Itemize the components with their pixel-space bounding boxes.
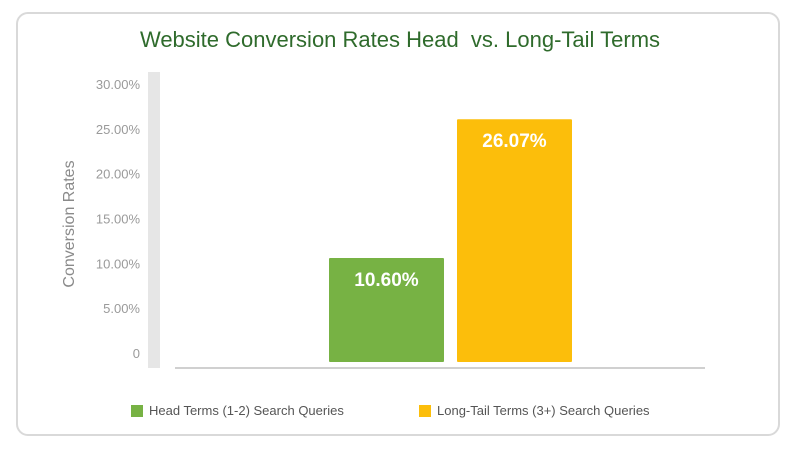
chart-card (16, 12, 780, 436)
legend-swatch-longtail (419, 404, 431, 417)
y-tick-label: 20.00% (96, 167, 141, 182)
legend-item-longtail: Long-Tail Terms (3+) Search Queries (419, 403, 650, 418)
legend: Head Terms (1-2) Search Queries Long-Tai… (0, 403, 800, 423)
y-tick-label: 15.00% (96, 212, 141, 227)
legend-swatch-head (131, 404, 143, 417)
x-axis-baseline (175, 367, 705, 369)
y-axis-band (148, 72, 160, 368)
y-tick-label: 25.00% (96, 122, 141, 137)
y-tick-label: 5.00% (103, 301, 140, 316)
y-tick-label: 30.00% (96, 77, 141, 92)
y-tick-label: 0 (133, 346, 140, 361)
bar-longtail (457, 119, 572, 362)
data-label-head: 10.60% (354, 270, 419, 291)
chart-title: Website Conversion Rates Head vs. Long-T… (139, 27, 661, 52)
data-label-longtail: 26.07% (482, 131, 547, 152)
legend-label-longtail: Long-Tail Terms (3+) Search Queries (437, 403, 650, 418)
legend-item-head: Head Terms (1-2) Search Queries (131, 403, 344, 418)
bar-head (329, 257, 444, 362)
legend-label-head: Head Terms (1-2) Search Queries (149, 403, 344, 418)
y-tick-label: 10.00% (96, 256, 141, 271)
